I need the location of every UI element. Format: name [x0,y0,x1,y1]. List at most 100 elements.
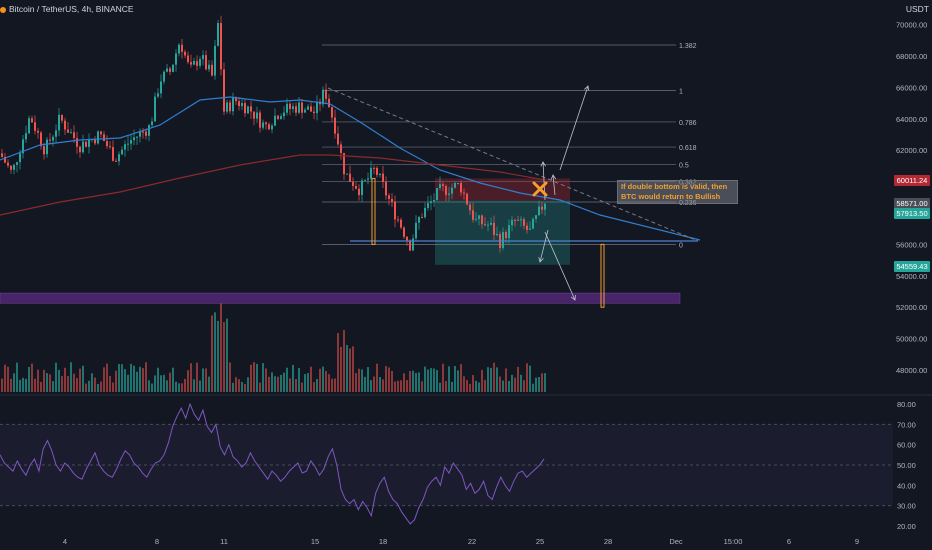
price-tick-label: 62000.00 [896,146,927,155]
volume-bar [148,380,150,392]
candle-body [259,112,261,128]
volume-bar [280,374,282,392]
candle-body [73,132,75,139]
projection-arrow [544,231,576,301]
volume-bar [25,378,27,392]
candle-body [121,149,123,155]
volume-bar [40,382,42,392]
volume-bar [394,381,396,392]
support-zone [0,292,681,304]
candle-body [49,139,51,141]
volume-bar [124,369,126,392]
price-tick-label: 54000.00 [896,272,927,281]
volume-bar [304,374,306,392]
volume-bar [358,368,360,392]
volume-bar [16,362,18,392]
volume-bar [286,367,288,392]
candle-body [508,225,510,239]
candle-body [283,112,285,117]
chart-title: Bitcoin / TetherUS, 4h, BINANCE [9,4,134,14]
candle-body [433,200,435,202]
volume-bar [67,376,69,392]
candle-body [181,44,183,52]
volume-bar [514,377,516,392]
candle-body [274,115,276,126]
candle-body [295,106,297,113]
volume-bar [244,383,246,392]
candle-body [355,185,357,189]
candle-body [493,222,495,236]
volume-bar [256,363,258,392]
volume-bar [343,329,345,392]
candle-body [31,118,33,123]
volume-bar [13,373,15,392]
volume-bar [187,370,189,392]
volume-bar [196,362,198,392]
candle-body [208,64,210,70]
annotation-box[interactable]: If double bottom is valid, then BTC woul… [617,180,738,204]
volume-bar [64,367,66,392]
candle-body [496,234,498,236]
candle-body [160,81,162,94]
volume-bar [85,383,87,392]
stop-zone [435,178,570,201]
volume-bar [445,381,447,392]
volume-bar [418,372,420,392]
candle-body [277,115,279,119]
volume-bar [346,344,348,392]
volume-bar [238,379,240,392]
volume-bar [442,363,444,392]
volume-bar [430,368,432,392]
candle-body [532,218,534,229]
volume-bar [298,367,300,392]
candle-body [463,192,465,194]
volume-bar [226,318,228,392]
candle-body [523,219,525,226]
candle-body [409,240,411,251]
price-tag: 57913.50 [894,208,930,220]
candle-body [415,222,417,239]
price-tag: 60011.24 [894,175,930,187]
candle-body [541,206,543,210]
candle-body [148,125,150,136]
volume-bar [460,364,462,392]
candle-body [55,130,57,137]
candle-body [118,154,120,162]
volume-bar [94,377,96,392]
candle-body [460,182,462,193]
fib-level-label: 0.786 [679,120,697,127]
bitcoin-logo-icon [0,6,6,13]
candle-body [79,146,81,153]
candle-body [340,144,342,154]
volume-bar [520,374,522,392]
volume-bar [322,366,324,392]
candle-body [52,136,54,141]
candle-body [85,141,87,147]
volume-bar [202,368,204,392]
volume-bar [175,381,177,392]
candle-body [346,173,348,175]
fib-level-label: 0.618 [679,145,697,152]
volume-bar [220,303,222,392]
candle-body [130,140,132,144]
price-tick-label: 68000.00 [896,52,927,61]
volume-bar [160,375,162,392]
volume-bar [49,374,51,392]
currency-label[interactable]: USDT [906,4,929,14]
volume-bar [7,366,9,392]
candle-body [112,147,114,161]
x-mark-icon [532,181,548,197]
candle-body [292,106,294,110]
annotation-line-2: BTC would return to Bullish [621,192,721,201]
volume-bar [478,382,480,392]
volume-bar [535,377,537,392]
time-tick-label: 15 [311,537,319,546]
candle-body [481,215,483,225]
candle-body [109,146,111,148]
candle-body [187,55,189,63]
volume-bar [37,369,39,392]
volume-bar [217,320,219,392]
volume-bar [169,372,171,392]
candle-body [94,138,96,144]
